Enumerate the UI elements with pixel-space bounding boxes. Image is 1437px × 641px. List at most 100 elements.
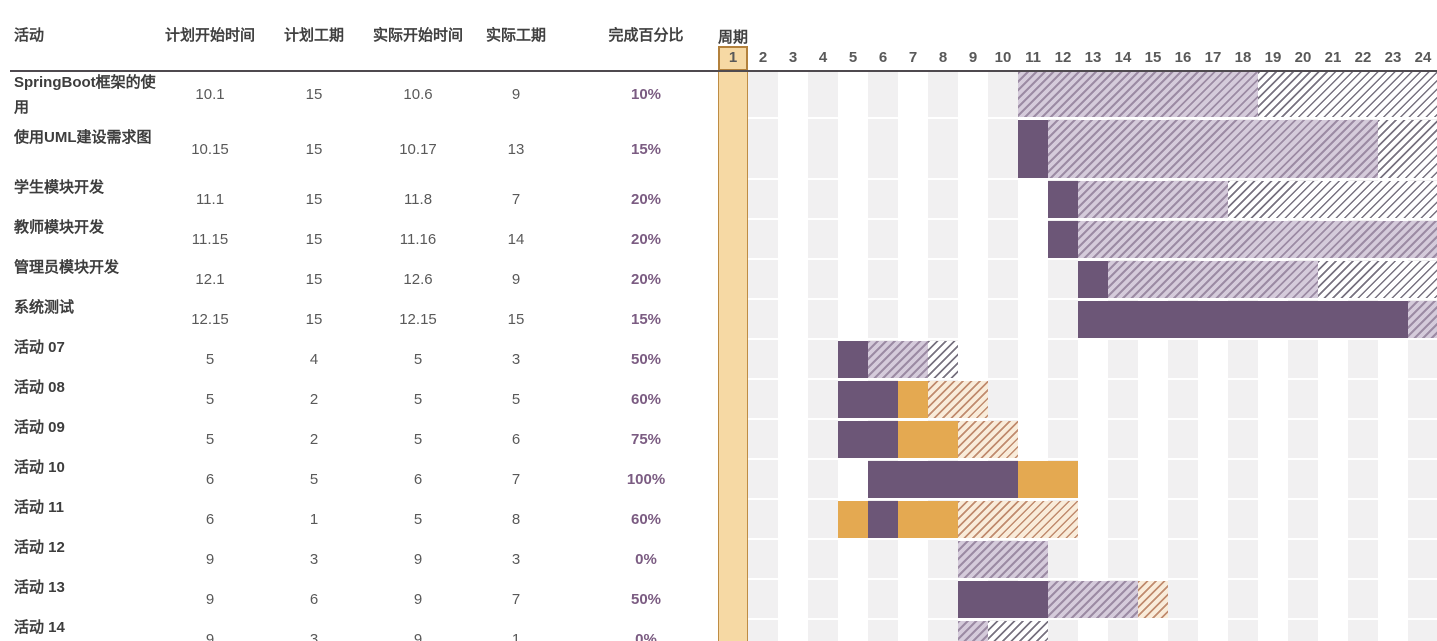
cell-actual-start: 12.6 bbox=[403, 271, 433, 288]
cell-plan-duration: 15 bbox=[305, 231, 323, 248]
gantt-bar-segment-planned bbox=[1378, 120, 1437, 178]
gantt-bar-segment-overrun-done bbox=[898, 501, 958, 538]
cell-percent-complete: 60% bbox=[630, 391, 662, 408]
gantt-bar-segment-overrun-done bbox=[838, 501, 868, 538]
cell-percent-complete: 50% bbox=[630, 591, 662, 608]
activity-name: 活动 09 bbox=[14, 419, 65, 436]
cell-actual-start: 12.15 bbox=[399, 311, 437, 328]
gantt-bar-segment-remaining bbox=[1408, 301, 1437, 338]
activity-name: 活动 07 bbox=[14, 339, 65, 356]
week-axis-label: 2 bbox=[758, 49, 768, 66]
week-axis-label: 24 bbox=[1414, 49, 1432, 66]
week-axis-label: 14 bbox=[1114, 49, 1132, 66]
week-axis-label: 3 bbox=[788, 49, 798, 66]
gantt-bar-segment-overrun-done bbox=[898, 381, 928, 418]
cell-percent-complete: 0% bbox=[635, 631, 657, 641]
period-label: 周期 bbox=[718, 29, 749, 46]
week-axis-label: 1 bbox=[728, 49, 738, 66]
current-week-column bbox=[718, 46, 748, 641]
activity-name: 活动 14 bbox=[14, 619, 65, 636]
week-axis-label: 11 bbox=[1025, 49, 1041, 66]
column-header: 实际工期 bbox=[485, 27, 546, 44]
row-separator bbox=[748, 578, 1437, 580]
week-axis-label: 13 bbox=[1084, 49, 1102, 66]
gantt-bar-segment-remaining bbox=[1048, 581, 1138, 618]
cell-plan-duration: 1 bbox=[309, 511, 319, 528]
gantt-bar-segment-done bbox=[868, 461, 1018, 498]
week-axis-label: 12 bbox=[1054, 49, 1072, 66]
cell-actual-start: 9 bbox=[413, 551, 423, 568]
activity-name: 活动 11 bbox=[14, 499, 65, 516]
cell-percent-complete: 20% bbox=[630, 231, 662, 248]
gantt-bar-segment-done bbox=[838, 381, 898, 418]
cell-plan-start: 5 bbox=[205, 391, 215, 408]
row-separator bbox=[748, 178, 1437, 180]
cell-plan-duration: 3 bbox=[309, 551, 319, 568]
cell-actual-start: 10.6 bbox=[403, 86, 433, 103]
cell-percent-complete: 20% bbox=[630, 191, 662, 208]
cell-plan-start: 9 bbox=[205, 631, 215, 641]
gantt-bar-segment-overrun-remaining bbox=[958, 421, 1018, 458]
gantt-bar-segment-planned bbox=[988, 621, 1048, 641]
row-separator bbox=[748, 538, 1437, 540]
gantt-bar-segment-planned bbox=[928, 341, 958, 378]
row-separator bbox=[748, 117, 1437, 119]
week-column-stripe bbox=[808, 71, 838, 641]
cell-actual-duration: 8 bbox=[511, 511, 521, 528]
cell-actual-start: 5 bbox=[413, 351, 423, 368]
cell-plan-start: 6 bbox=[205, 471, 215, 488]
gantt-bar-segment-planned bbox=[1228, 181, 1437, 218]
column-header-activity: 活动 bbox=[14, 27, 45, 44]
activity-name: 活动 08 bbox=[14, 379, 65, 396]
cell-plan-start: 11.1 bbox=[195, 191, 225, 208]
cell-percent-complete: 10% bbox=[630, 86, 662, 103]
cell-actual-start: 11.16 bbox=[399, 231, 437, 248]
cell-actual-start: 9 bbox=[413, 591, 423, 608]
cell-actual-duration: 14 bbox=[507, 231, 525, 248]
cell-plan-duration: 4 bbox=[309, 351, 319, 368]
week-axis-label: 6 bbox=[878, 49, 888, 66]
column-header: 计划工期 bbox=[283, 27, 344, 44]
cell-plan-duration: 5 bbox=[309, 471, 319, 488]
cell-actual-duration: 3 bbox=[511, 551, 521, 568]
cell-actual-start: 5 bbox=[413, 511, 423, 528]
cell-plan-duration: 15 bbox=[305, 311, 323, 328]
cell-plan-duration: 15 bbox=[305, 140, 323, 158]
gantt-bar-segment-remaining bbox=[1108, 261, 1318, 298]
gantt-bar-segment-done bbox=[838, 421, 898, 458]
cell-actual-start: 5 bbox=[413, 391, 423, 408]
week-axis-label: 16 bbox=[1174, 49, 1192, 66]
gantt-bar-segment-remaining bbox=[958, 621, 988, 641]
week-axis-label: 4 bbox=[818, 49, 828, 66]
cell-plan-duration: 3 bbox=[309, 631, 319, 641]
gantt-bar-segment-remaining bbox=[1078, 221, 1437, 258]
row-separator bbox=[748, 418, 1437, 420]
cell-actual-start: 5 bbox=[413, 431, 423, 448]
cell-actual-duration: 13 bbox=[507, 140, 525, 158]
gantt-bar-segment-done bbox=[868, 501, 898, 538]
cell-actual-start: 10.17 bbox=[399, 140, 437, 158]
week-axis-label: 5 bbox=[848, 49, 858, 66]
week-axis-label: 20 bbox=[1294, 49, 1312, 66]
gantt-bar-segment-remaining bbox=[1078, 181, 1228, 218]
week-axis-label: 23 bbox=[1384, 49, 1402, 66]
cell-actual-start: 6 bbox=[413, 471, 423, 488]
row-separator bbox=[748, 218, 1437, 220]
cell-percent-complete: 75% bbox=[630, 431, 662, 448]
week-axis-label: 8 bbox=[938, 49, 948, 66]
gantt-bar-segment-remaining bbox=[1048, 120, 1378, 178]
cell-percent-complete: 60% bbox=[630, 511, 662, 528]
cell-actual-duration: 7 bbox=[511, 471, 521, 488]
week-axis-label: 18 bbox=[1234, 49, 1252, 66]
cell-plan-start: 10.15 bbox=[191, 140, 229, 158]
week-axis-label: 19 bbox=[1264, 49, 1282, 66]
row-separator bbox=[748, 458, 1437, 460]
cell-actual-duration: 7 bbox=[511, 191, 521, 208]
row-separator bbox=[748, 298, 1437, 300]
cell-actual-start: 11.8 bbox=[403, 191, 433, 208]
gantt-bar-segment-overrun-done bbox=[1018, 461, 1078, 498]
gantt-bar-segment-done bbox=[958, 581, 1048, 618]
gantt-bar-segment-planned bbox=[1258, 72, 1437, 117]
cell-actual-duration: 9 bbox=[511, 271, 521, 288]
gantt-bar-segment-done bbox=[1018, 120, 1048, 178]
